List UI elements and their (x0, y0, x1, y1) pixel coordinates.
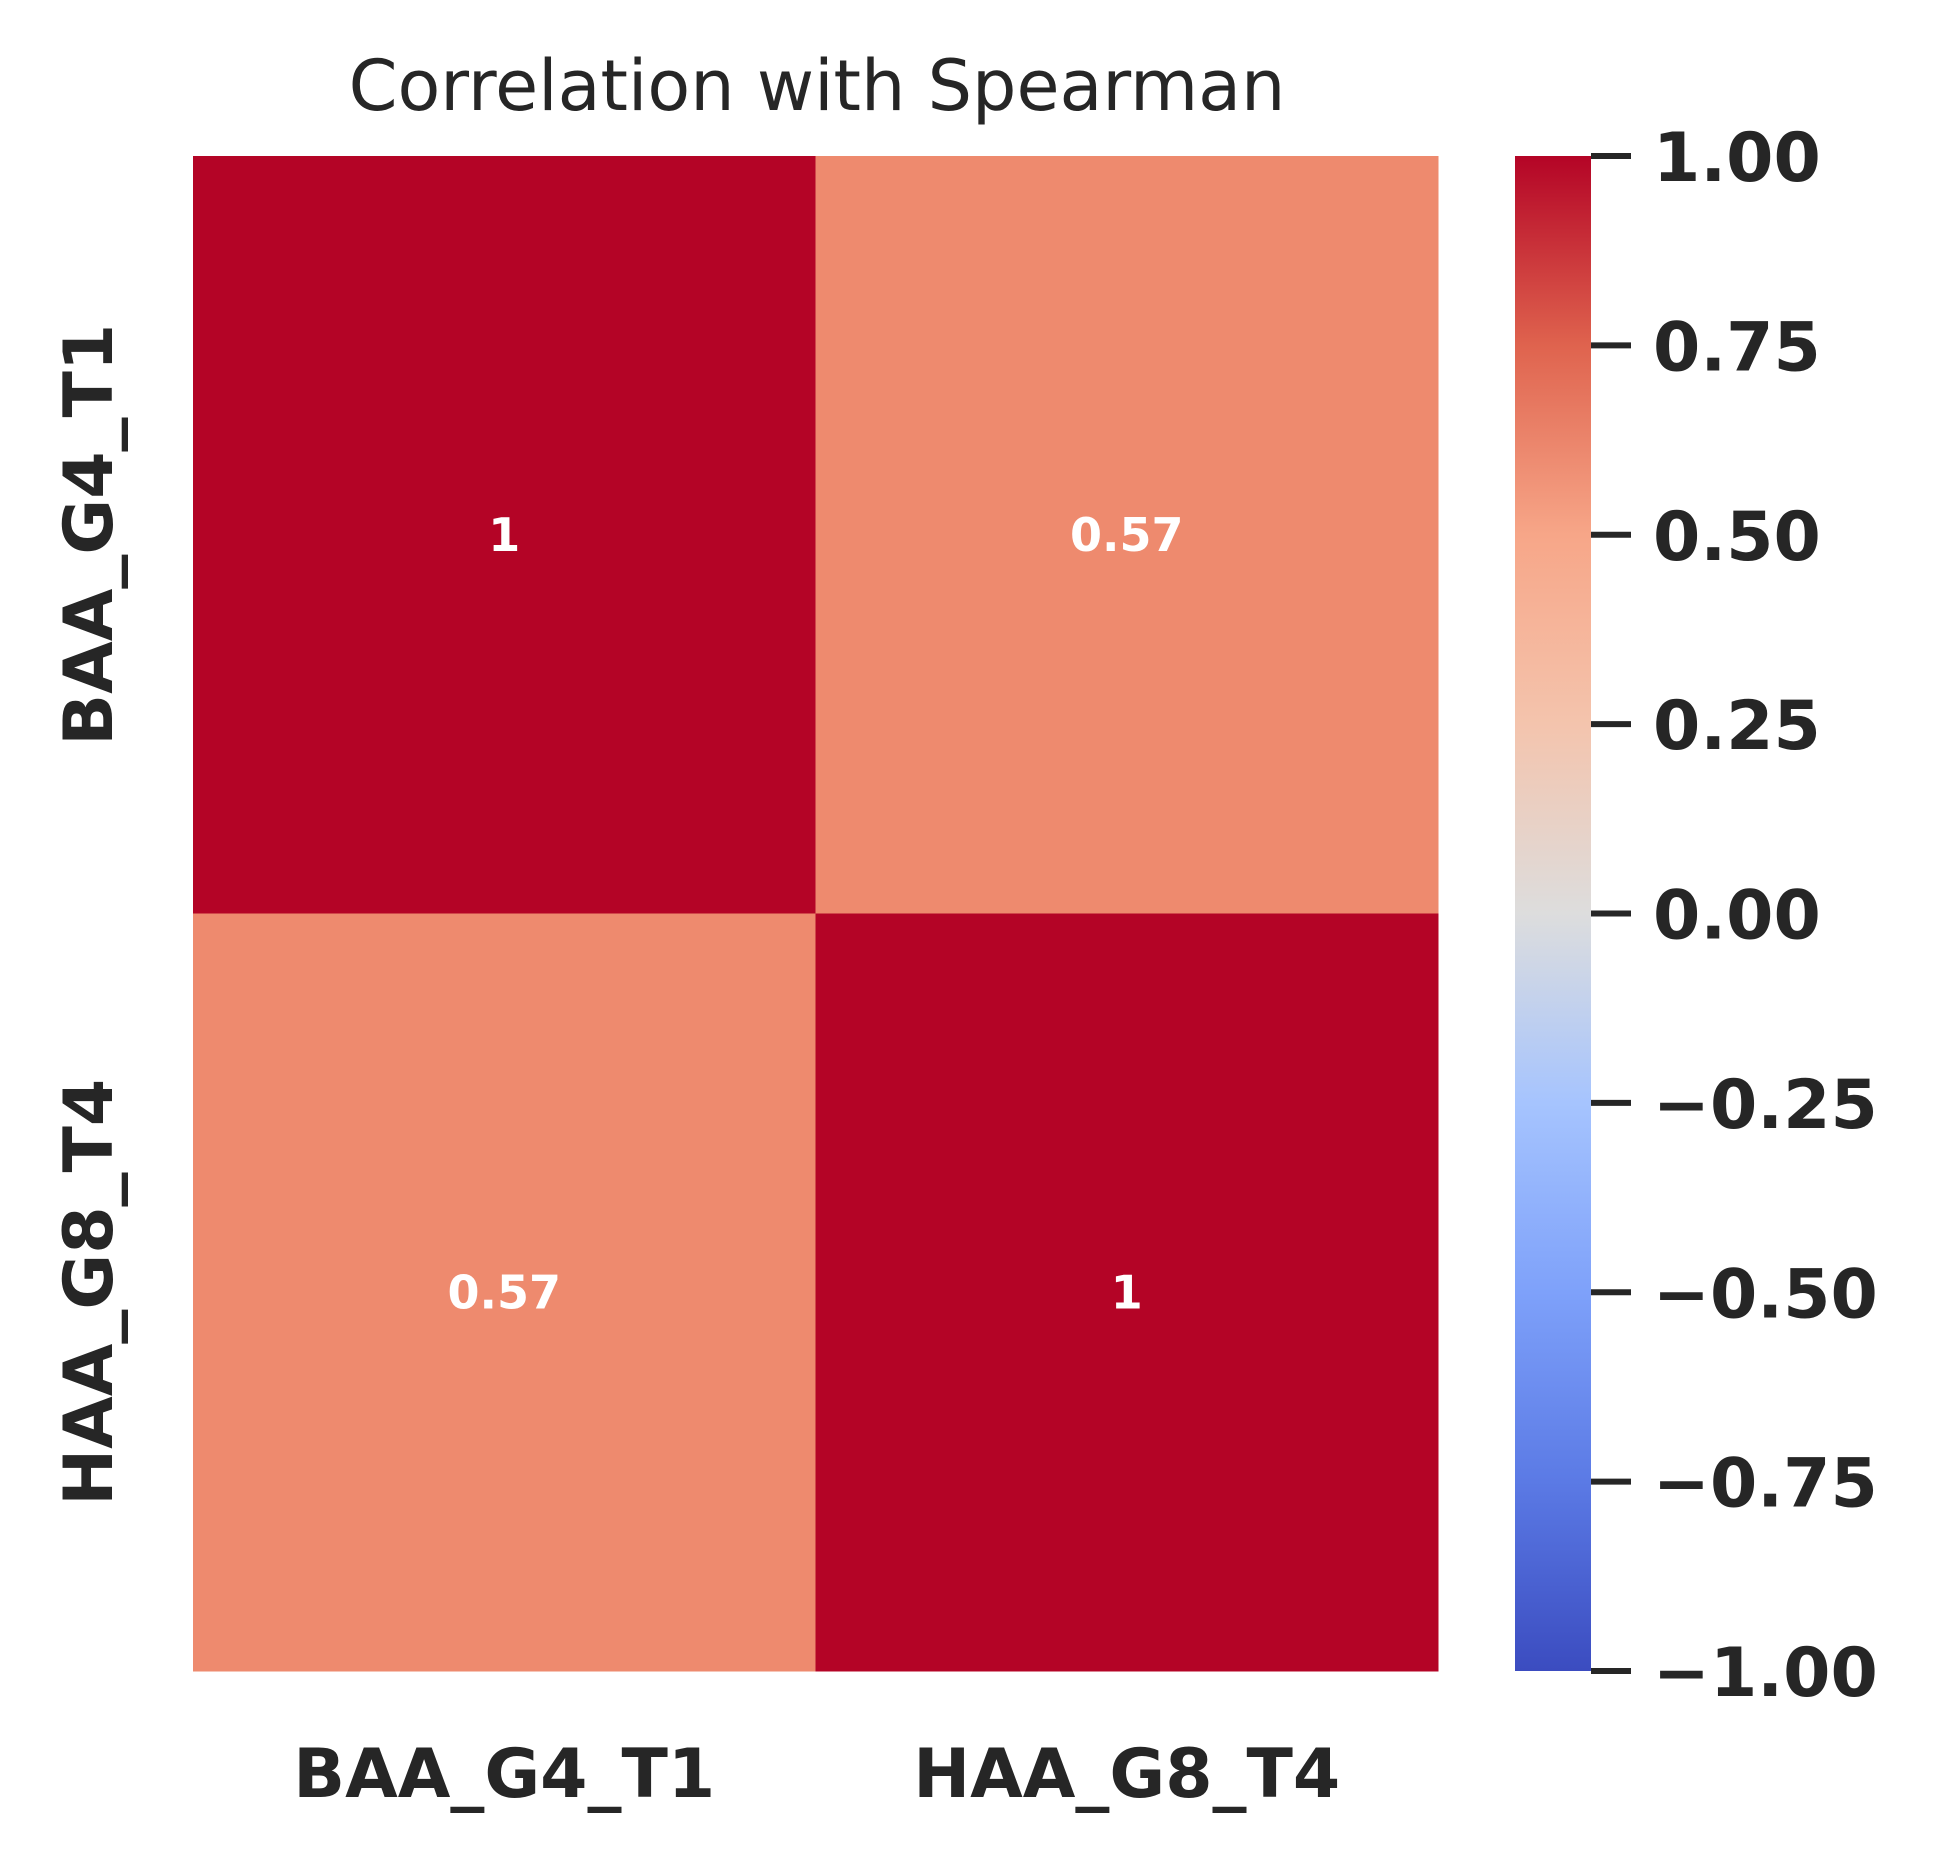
chart-title: Correlation with Spearman (349, 45, 1286, 127)
colorbar-tick-label: −0.25 (1653, 1066, 1878, 1145)
colorbar-tick-label: 0.75 (1653, 308, 1821, 387)
x-axis-ticks: BAA_G4_T1 HAA_G8_T4 (293, 1735, 1340, 1814)
colorbar-tick-label: 0.00 (1653, 877, 1821, 956)
x-tick-label: HAA_G8_T4 (913, 1735, 1340, 1814)
colorbar-tick-label: −0.50 (1653, 1255, 1878, 1334)
y-tick-label: HAA_G8_T4 (50, 1079, 129, 1506)
y-axis-ticks: BAA_G4_T1 HAA_G8_T4 (50, 324, 129, 1506)
heatmap-cell-1-0 (193, 913, 816, 1672)
colorbar-tick-label: 0.25 (1653, 687, 1821, 766)
heatmap-cell-0-1 (815, 156, 1439, 914)
cell-value-label-0-0: 1 (488, 508, 520, 562)
heatmap-cell-0-0 (193, 156, 816, 914)
heatmap-cell-1-1 (815, 913, 1439, 1672)
colorbar-ticks: 1.00 0.75 0.50 0.25 0.00 −0.25 −0.50 −0.75 −1.00 (1591, 119, 1878, 1713)
colorbar-tick-label: −0.75 (1653, 1445, 1878, 1524)
colorbar (1515, 156, 1591, 1671)
cell-labels: 1 0.57 0.57 1 (448, 508, 1184, 1320)
cell-value-label-0-1: 0.57 (1070, 508, 1184, 562)
y-tick-label: BAA_G4_T1 (50, 324, 129, 746)
colorbar-tick-label: −1.00 (1653, 1634, 1878, 1713)
cell-value-label-1-1: 1 (1111, 1265, 1143, 1319)
x-tick-label: BAA_G4_T1 (293, 1735, 715, 1814)
colorbar-tick-label: 0.50 (1653, 498, 1821, 577)
cell-value-label-1-0: 0.57 (448, 1265, 562, 1319)
heatmap-cells (193, 156, 1439, 1672)
colorbar-tick-label: 1.00 (1653, 119, 1821, 198)
